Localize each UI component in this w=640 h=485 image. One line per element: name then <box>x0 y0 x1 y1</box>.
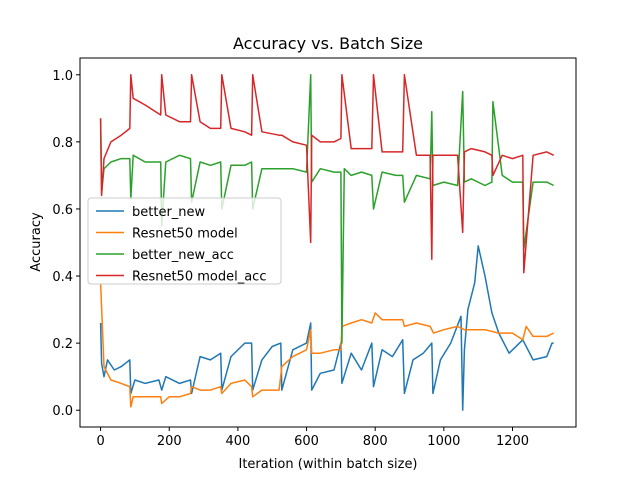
x-tick-label: 1200 <box>496 434 529 449</box>
y-axis-label: Accuracy <box>29 212 44 272</box>
series-line-1 <box>99 282 555 408</box>
legend-label: better_new <box>132 205 206 220</box>
y-tick-label: 0.2 <box>52 337 73 352</box>
legend-box <box>87 197 282 285</box>
x-axis-label: Iteration (within batch size) <box>238 457 417 472</box>
legend-label: Resnet50 model <box>132 227 238 242</box>
x-axis-ticks: 0 200 400 600 800 1000 1200 <box>96 427 529 449</box>
x-tick-label: 0 <box>96 434 104 449</box>
chart-title: Accuracy vs. Batch Size <box>233 34 423 53</box>
plot-frame <box>79 57 577 428</box>
x-tick-label: 1000 <box>427 434 460 449</box>
legend: better_new Resnet50 model better_new_acc Re… <box>87 197 282 285</box>
x-tick-label: 200 <box>157 434 182 449</box>
series-line-3 <box>99 74 555 274</box>
y-tick-label: 0.0 <box>52 404 73 419</box>
legend-label: Resnet50 model_acc <box>132 270 266 285</box>
series-line-0 <box>99 245 554 411</box>
x-tick-label: 800 <box>363 434 388 449</box>
y-tick-label: 1.0 <box>52 69 73 84</box>
series-layer <box>99 74 555 411</box>
y-axis-ticks: 0.0 0.2 0.4 0.6 0.8 1.0 <box>52 69 80 419</box>
y-tick-label: 0.8 <box>52 136 73 151</box>
x-tick-label: 400 <box>225 434 250 449</box>
y-tick-label: 0.4 <box>52 270 73 285</box>
x-tick-label: 600 <box>294 434 319 449</box>
legend-label: better_new_acc <box>132 248 234 263</box>
y-tick-label: 0.6 <box>52 203 73 218</box>
